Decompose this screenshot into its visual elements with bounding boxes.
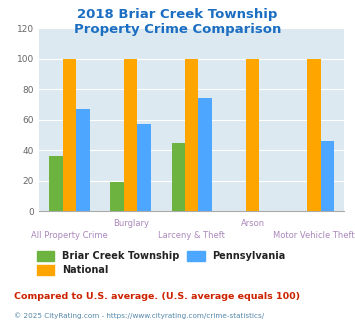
Bar [124,59,137,211]
Bar [307,59,321,211]
Text: Burglary: Burglary [113,219,149,228]
Bar [110,182,124,211]
Text: Property Crime Comparison: Property Crime Comparison [74,23,281,36]
Legend: Briar Creek Township, National, Pennsylvania: Briar Creek Township, National, Pennsylv… [37,251,286,275]
Text: Arson: Arson [241,219,265,228]
Bar [76,109,90,211]
Text: Motor Vehicle Theft: Motor Vehicle Theft [273,231,355,240]
Bar [198,98,212,211]
Bar [63,59,76,211]
Text: Compared to U.S. average. (U.S. average equals 100): Compared to U.S. average. (U.S. average … [14,292,300,301]
Bar [321,141,334,211]
Text: All Property Crime: All Property Crime [31,231,108,240]
Bar [49,156,63,211]
Bar [137,124,151,211]
Bar [246,59,260,211]
Bar [185,59,198,211]
Text: 2018 Briar Creek Township: 2018 Briar Creek Township [77,8,278,21]
Text: © 2025 CityRating.com - https://www.cityrating.com/crime-statistics/: © 2025 CityRating.com - https://www.city… [14,312,264,318]
Bar [171,143,185,211]
Text: Larceny & Theft: Larceny & Theft [158,231,225,240]
